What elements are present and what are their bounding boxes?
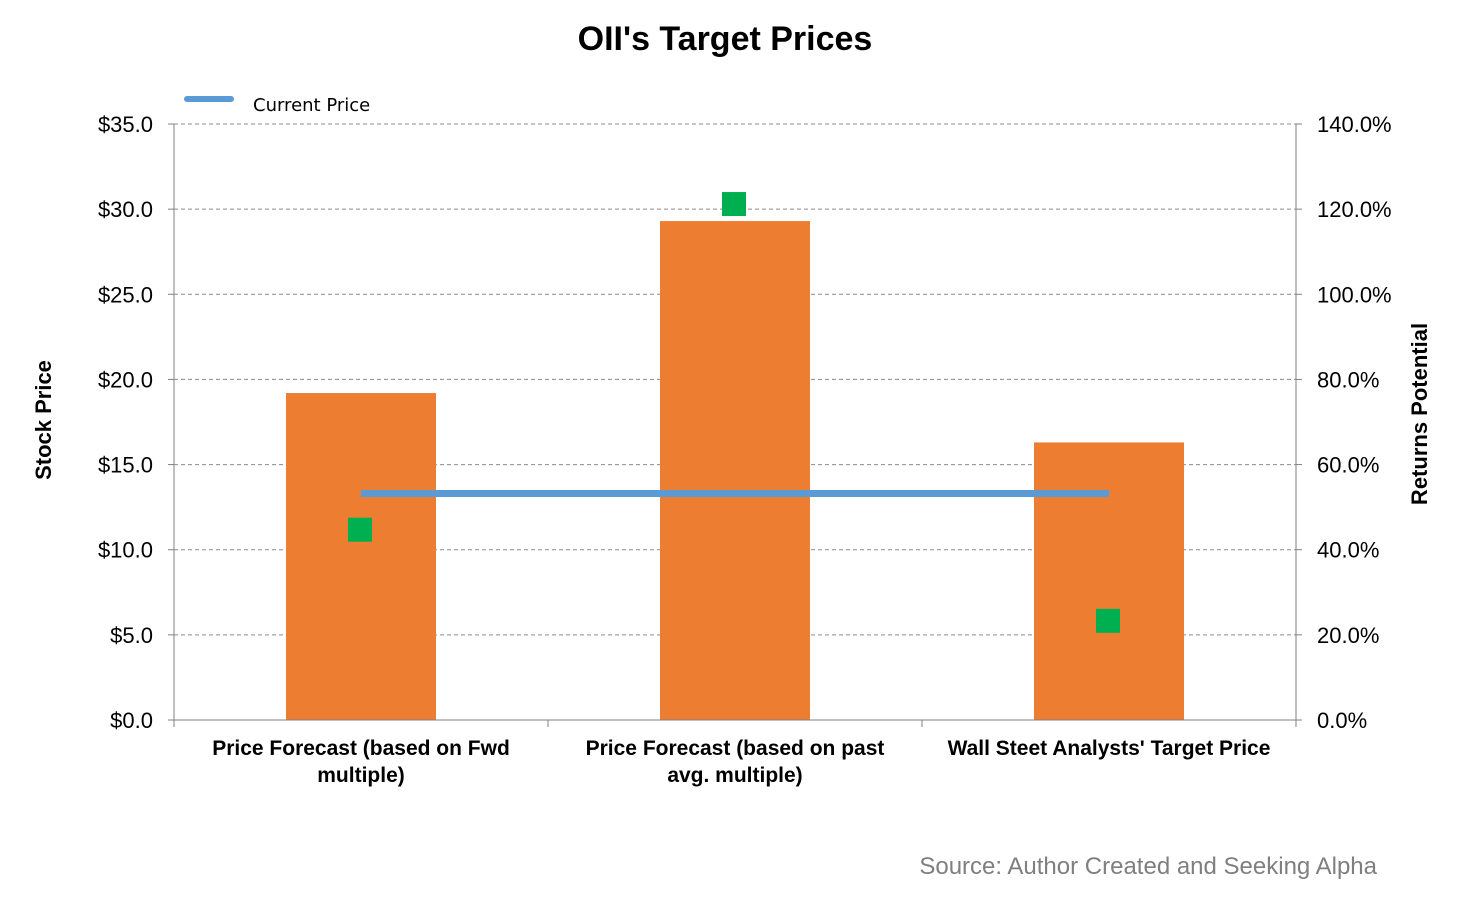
category-label: Price Forecast (based on Fwd [212, 737, 510, 760]
category-label: avg. multiple) [667, 764, 802, 787]
y-axis-title: Stock Price [31, 360, 56, 480]
y2-tick-label: 40.0% [1317, 538, 1379, 563]
y-tick-label: $20.0 [98, 367, 153, 392]
y2-axis-title: Returns Potential [1407, 323, 1432, 505]
category-label: Price Forecast (based on past [586, 737, 885, 760]
chart-title: OII's Target Prices [578, 20, 873, 58]
return-marker [722, 192, 746, 217]
source-note: Source: Author Created and Seeking Alpha [919, 853, 1377, 880]
category-label: multiple) [317, 764, 405, 787]
right-tick-labels: 0.0% 20.0% 40.0% 60.0% 80.0% 100.0% 120.0% 140.… [1317, 112, 1392, 733]
bar [1034, 442, 1184, 720]
y2-tick-label: 80.0% [1317, 367, 1379, 392]
y-tick-label: $5.0 [110, 623, 153, 648]
y-tick-label: $15.0 [98, 453, 153, 478]
bars [286, 221, 1184, 720]
return-markers [348, 192, 1120, 633]
category-label: Wall Steet Analysts' Target Price [948, 737, 1271, 760]
category-labels: Price Forecast (based on Fwd multiple) Pri… [212, 737, 1270, 787]
legend-label-current-price: Current Price [253, 95, 370, 116]
y2-tick-label: 60.0% [1317, 453, 1379, 478]
y2-tick-label: 140.0% [1317, 112, 1392, 137]
axes [168, 123, 1302, 727]
return-marker [1096, 608, 1120, 633]
legend: Current Price [184, 95, 370, 116]
y-tick-label: $10.0 [98, 538, 153, 563]
y2-tick-label: 0.0% [1317, 708, 1367, 733]
return-marker [348, 517, 372, 542]
y-tick-label: $25.0 [98, 282, 153, 307]
bar [286, 393, 436, 720]
bar [660, 221, 810, 720]
y-tick-label: $0.0 [110, 708, 153, 733]
y-tick-label: $30.0 [98, 197, 153, 222]
left-tick-labels: $0.0 $5.0 $10.0 $15.0 $20.0 $25.0 $30.0 $35.0 [98, 112, 153, 733]
y2-tick-label: 120.0% [1317, 197, 1392, 222]
y-tick-label: $35.0 [98, 112, 153, 137]
y2-tick-label: 20.0% [1317, 623, 1379, 648]
y2-tick-label: 100.0% [1317, 282, 1392, 307]
